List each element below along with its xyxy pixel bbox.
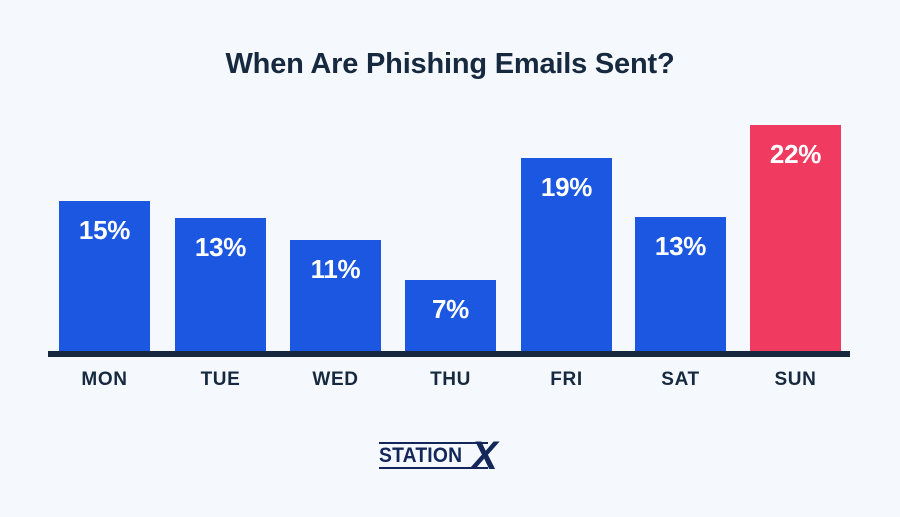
bar-value-sun: 22% (769, 139, 822, 169)
bar-thu[interactable]: 7% (405, 280, 496, 351)
bar-value-fri: 19% (540, 172, 593, 202)
axis-label-thu: THU (430, 369, 471, 390)
bar-value-mon: 15% (78, 215, 131, 245)
x-axis-line (48, 351, 850, 357)
bar-value-thu: 7% (432, 294, 469, 324)
bar-value-tue: 13% (194, 232, 247, 262)
bar-wed[interactable]: 11% (290, 240, 381, 351)
x-axis-tick-labels: MON TUE WED THU FRI SAT SUN (48, 367, 850, 397)
axis-label-wed: WED (312, 369, 359, 390)
stationx-logo: STATION X (0, 432, 900, 478)
bar-sun[interactable]: 22% (750, 125, 841, 351)
bar-sat[interactable]: 13% (635, 217, 726, 351)
bar-value-sat: 13% (654, 231, 707, 261)
bar-chart-plot-area: 15% 13% 11% 7% 19% 13% (48, 100, 850, 351)
bar-fri[interactable]: 19% (521, 158, 612, 351)
page-title: When Are Phishing Emails Sent? (225, 48, 675, 80)
axis-label-mon: MON (81, 369, 128, 390)
logo-rule-bottom (379, 467, 488, 469)
bar-tue[interactable]: 13% (175, 218, 266, 351)
axis-label-sat: SAT (661, 369, 700, 390)
logo-x-mark: X (471, 434, 498, 478)
axis-label-fri: FRI (550, 369, 583, 390)
axis-label-sun: SUN (774, 369, 817, 390)
logo-wrap: STATION X (379, 434, 521, 476)
logo-wordmark: STATION (379, 444, 463, 467)
logo-rule-top (379, 442, 488, 444)
bar-mon[interactable]: 15% (59, 201, 150, 351)
bar-value-wed: 11% (310, 254, 361, 284)
axis-label-tue: TUE (200, 369, 241, 390)
